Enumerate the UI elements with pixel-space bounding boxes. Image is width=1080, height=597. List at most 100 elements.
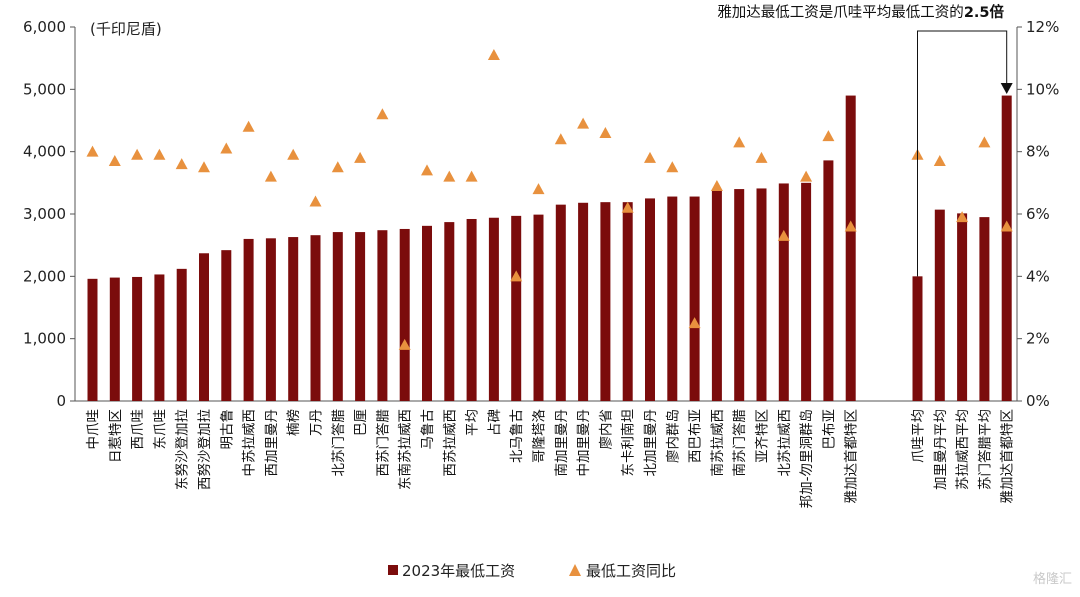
yoy-marker bbox=[577, 117, 590, 129]
yoy-marker bbox=[264, 170, 277, 182]
yoy-marker bbox=[487, 49, 500, 61]
right-tick-label: 4% bbox=[1026, 267, 1050, 285]
bar bbox=[578, 202, 589, 401]
category-label: 西努沙登加拉 bbox=[197, 409, 213, 490]
category-label: 东卡利南坦 bbox=[621, 409, 637, 477]
yoy-marker bbox=[175, 158, 188, 170]
yoy-marker bbox=[1000, 220, 1013, 232]
yoy-marker bbox=[532, 183, 545, 195]
bar bbox=[399, 228, 410, 401]
yoy-marker bbox=[644, 151, 656, 163]
yoy-marker bbox=[554, 133, 567, 145]
bar bbox=[801, 182, 812, 401]
annotation-bracket bbox=[917, 30, 1008, 277]
yoy-marker bbox=[287, 148, 300, 160]
category-label: 东爪哇 bbox=[152, 409, 168, 450]
category-label: 占碑 bbox=[487, 409, 503, 436]
yoy-marker bbox=[354, 151, 367, 163]
yoy-marker bbox=[777, 229, 790, 241]
yoy-marker bbox=[710, 179, 723, 191]
bar bbox=[600, 202, 611, 401]
yoy-marker bbox=[621, 201, 634, 213]
category-label: 哥隆塔洛 bbox=[532, 409, 548, 463]
yoy-marker bbox=[108, 155, 121, 167]
annotation-text-bold: 2.5倍 bbox=[964, 3, 1005, 21]
right-tick-label: 2% bbox=[1026, 330, 1050, 348]
category-label: 北苏拉威西 bbox=[777, 409, 793, 477]
right-tick-label: 6% bbox=[1026, 205, 1050, 223]
bar bbox=[845, 95, 856, 402]
yoy-marker bbox=[421, 164, 433, 176]
bar bbox=[176, 268, 187, 401]
category-label: 苏拉威西平均 bbox=[955, 409, 971, 490]
bar bbox=[332, 232, 343, 401]
yoy-marker bbox=[131, 148, 144, 160]
yoy-marker bbox=[331, 161, 344, 173]
bar bbox=[87, 278, 98, 401]
yoy-marker bbox=[933, 155, 946, 167]
left-tick-label: 1,000 bbox=[23, 330, 66, 348]
bar bbox=[310, 235, 321, 401]
category-label: 平均 bbox=[465, 409, 481, 436]
category-label: 巴厘 bbox=[353, 409, 369, 436]
bar bbox=[154, 274, 165, 401]
yoy-marker bbox=[822, 130, 835, 142]
yoy-marker bbox=[599, 126, 612, 138]
legend-bar-label: 2023年最低工资 bbox=[402, 562, 515, 580]
category-label: 苏门答腊平均 bbox=[976, 409, 993, 490]
yoy-marker bbox=[666, 161, 679, 173]
category-label: 爪哇平均 bbox=[911, 409, 927, 463]
bar bbox=[823, 160, 834, 401]
left-tick-label: 4,000 bbox=[23, 143, 66, 161]
yoy-marker bbox=[398, 338, 411, 350]
yoy-marker bbox=[978, 136, 991, 148]
legend-bar-swatch bbox=[388, 565, 398, 575]
category-label: 廖内省 bbox=[597, 409, 614, 450]
bar bbox=[1001, 95, 1012, 402]
category-label: 雅加达首都特区 bbox=[844, 409, 860, 504]
yoy-marker bbox=[198, 161, 210, 173]
category-label: 北加里曼丹 bbox=[643, 409, 659, 477]
category-label: 雅加达首都特区 bbox=[1000, 409, 1016, 504]
bar bbox=[511, 215, 522, 401]
bar bbox=[243, 238, 254, 401]
bar bbox=[778, 183, 789, 401]
category-label: 马鲁古 bbox=[420, 409, 436, 450]
yoy-marker bbox=[755, 151, 768, 163]
bar bbox=[199, 253, 209, 401]
bar bbox=[734, 189, 745, 401]
category-label: 亚齐特区 bbox=[755, 409, 771, 463]
bar bbox=[355, 232, 366, 401]
left-tick-label: 6,000 bbox=[23, 18, 66, 36]
legend-marker-swatch bbox=[569, 564, 581, 576]
category-label: 中苏拉威西 bbox=[242, 409, 258, 477]
left-tick-label: 0 bbox=[56, 392, 66, 410]
bar bbox=[622, 202, 633, 401]
watermark-text: 格隆汇 bbox=[1033, 571, 1072, 587]
category-label: 楠榜 bbox=[285, 409, 302, 436]
yoy-marker bbox=[153, 148, 166, 160]
bar bbox=[912, 276, 923, 401]
yoy-marker bbox=[688, 317, 701, 329]
category-label: 北马鲁古 bbox=[509, 409, 525, 463]
legend-marker-label: 最低工资同比 bbox=[586, 562, 676, 580]
category-label: 邦加-勿里洞群岛 bbox=[799, 409, 815, 508]
bar bbox=[265, 238, 276, 401]
left-tick-label: 2,000 bbox=[23, 267, 66, 285]
bar bbox=[109, 277, 120, 401]
bar bbox=[533, 214, 544, 401]
category-label: 南苏拉威西 bbox=[710, 409, 726, 477]
right-tick-label: 12% bbox=[1026, 18, 1059, 36]
bar bbox=[466, 218, 477, 401]
category-label: 西巴布亚 bbox=[688, 409, 704, 463]
category-label: 日惹特区 bbox=[108, 409, 124, 463]
category-label: 西加里曼丹 bbox=[264, 409, 280, 477]
bar bbox=[689, 196, 700, 401]
bar bbox=[934, 209, 945, 401]
annotation-arrowhead bbox=[1000, 83, 1013, 94]
right-tick-label: 0% bbox=[1026, 392, 1050, 410]
category-label: 廖内群岛 bbox=[664, 409, 681, 463]
yoy-marker bbox=[956, 211, 969, 223]
annotation-text: 雅加达最低工资是爪哇平均最低工资的2.5倍 bbox=[717, 3, 1004, 21]
